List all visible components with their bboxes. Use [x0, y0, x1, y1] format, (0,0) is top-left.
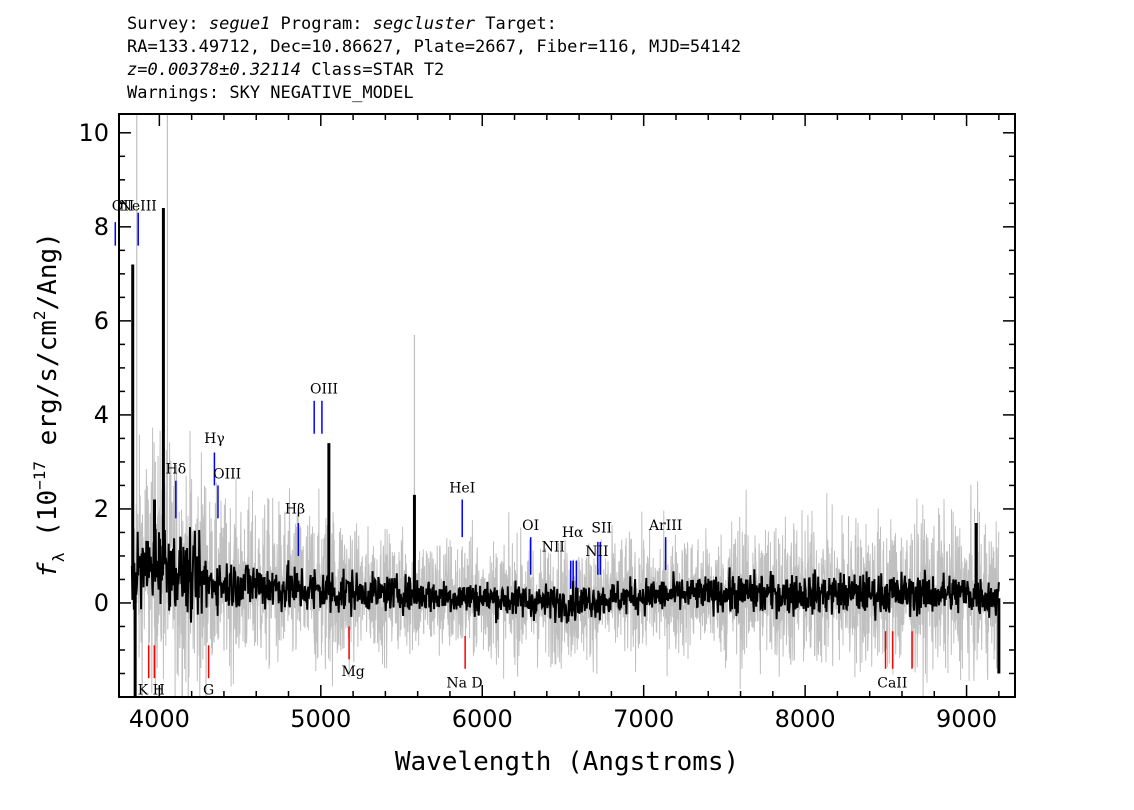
y-axis-title-lambda: λ [49, 552, 68, 562]
absorption-line-markers [147, 626, 913, 679]
header-line-survey: Survey: segue1 Program: segcluster Targe… [127, 13, 741, 36]
emission-label: ArIII [648, 518, 682, 534]
survey-label: Survey: [127, 14, 209, 34]
y-tick-label: 10 [78, 119, 109, 147]
target-label: Target: [475, 14, 557, 34]
x-tick-label: 6000 [452, 705, 513, 733]
x-tick-labels: 4000 5000 6000 7000 8000 9000 [129, 705, 997, 733]
y-axis-title-exponent: −17 [30, 461, 49, 490]
header-line-redshift: z=0.00378±0.32114 Class=STAR T2 [127, 59, 741, 82]
emission-label: OII [112, 198, 135, 214]
noise-series [131, 114, 1000, 697]
x-axis-title: Wavelength (Angstroms) [395, 747, 739, 777]
emission-label: NeIII [120, 198, 157, 214]
flux-trace [130, 527, 1000, 624]
y-axis-title-f: f [33, 562, 63, 578]
absorption-label: K H [138, 683, 165, 699]
flux-series [130, 208, 1001, 697]
plot-frame [118, 113, 1016, 698]
emission-label: Hα [562, 525, 584, 541]
program-value: segcluster [372, 14, 476, 34]
emission-label: NII [542, 539, 565, 555]
x-tick-label: 7000 [613, 705, 674, 733]
noise-trace [131, 427, 1000, 697]
emission-label: OIII [213, 466, 241, 482]
emission-label: Hβ [285, 502, 305, 518]
y-tick-label: 0 [94, 589, 109, 617]
header-line-coordinates: RA=133.49712, Dec=10.86627, Plate=2667, … [127, 37, 742, 57]
survey-value: segue1 [208, 14, 271, 34]
redshift-value: z=0.00378±0.32114 [127, 60, 301, 80]
x-tick-label: 9000 [936, 705, 997, 733]
emission-label: HeI [449, 480, 475, 496]
emission-label: NII [585, 544, 608, 560]
y-axis-title-unit-c: /Ang) [33, 232, 63, 310]
spectrum-header: Survey: segue1 Program: segcluster Targe… [127, 13, 741, 105]
x-tick-label: 4000 [129, 705, 190, 733]
absorption-label: CaII [877, 676, 907, 692]
absorption-label: G [203, 683, 214, 699]
header-line-warnings: Warnings: SKY NEGATIVE_MODEL [127, 83, 414, 103]
y-tick-labels: 0 2 4 6 8 10 [78, 119, 109, 617]
y-axis-title-squared: 2 [30, 310, 49, 320]
x-tick-label: 8000 [775, 705, 836, 733]
x-tick-label: 5000 [290, 705, 351, 733]
class-value: Class=STAR T2 [301, 60, 445, 80]
emission-label: Hγ [204, 431, 225, 447]
program-label: Program: [270, 14, 373, 34]
y-tick-label: 2 [94, 495, 109, 523]
emission-label: OI [522, 518, 539, 534]
absorption-label: Na D [446, 676, 482, 692]
emission-label: Hδ [166, 462, 187, 478]
y-axis-title-unit-b: erg/s/cm [33, 320, 63, 461]
emission-label: OIII [310, 382, 338, 398]
y-tick-label: 4 [94, 401, 109, 429]
axis-ticks [119, 114, 1015, 698]
emission-label: SII [591, 520, 612, 536]
emission-line-markers [114, 212, 667, 589]
y-axis-title-unit-a: (10 [33, 490, 63, 553]
y-tick-label: 6 [94, 307, 109, 335]
absorption-label: Mg [341, 664, 364, 680]
y-axis-title: fλ (10−17 erg/s/cm2/Ang) [30, 232, 68, 578]
y-tick-label: 8 [94, 213, 109, 241]
